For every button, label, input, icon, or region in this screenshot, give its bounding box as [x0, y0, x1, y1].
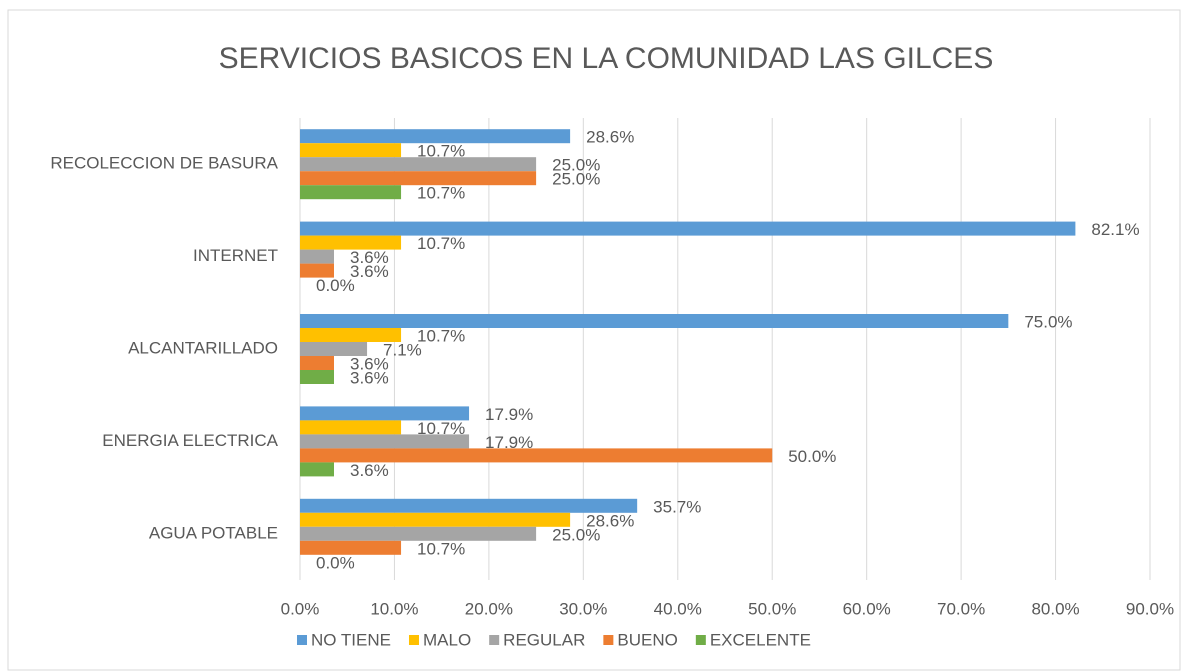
data-label: 3.6%	[350, 354, 389, 373]
data-label: 10.7%	[417, 539, 465, 558]
data-label: 0.0%	[316, 553, 355, 572]
bar	[300, 434, 470, 449]
x-tick-label: 40.0%	[654, 599, 702, 618]
bar	[300, 370, 334, 384]
bar	[300, 356, 334, 370]
legend-swatch	[297, 635, 307, 645]
bar	[300, 512, 571, 527]
data-label: 75.0%	[1024, 312, 1072, 331]
bar	[300, 185, 402, 200]
data-label: 35.7%	[653, 497, 701, 516]
data-label: 28.6%	[586, 511, 634, 530]
legend-swatch	[603, 635, 614, 645]
legend-swatch	[695, 635, 706, 645]
x-tick-label: 0.0%	[281, 599, 320, 618]
data-label: 10.7%	[417, 184, 465, 203]
bar	[300, 540, 402, 555]
data-label: 25.0%	[552, 156, 600, 175]
data-label: 28.6%	[586, 128, 634, 147]
bar	[300, 171, 537, 186]
data-label: 10.7%	[417, 234, 465, 253]
bar	[300, 462, 334, 477]
data-label: 3.6%	[350, 248, 389, 267]
data-label: 17.9%	[485, 433, 533, 452]
bar	[300, 249, 334, 264]
data-label: 3.6%	[350, 262, 389, 281]
bar	[300, 526, 537, 541]
chart-title: SERVICIOS BASICOS EN LA COMUNIDAD LAS GI…	[219, 42, 994, 75]
bar	[300, 342, 368, 356]
data-label: 3.6%	[350, 368, 389, 387]
bar	[300, 221, 1076, 236]
data-label: 25.0%	[552, 170, 600, 189]
data-label: 0.0%	[316, 276, 355, 295]
bar	[300, 420, 402, 435]
bar	[300, 498, 638, 513]
x-tick-label: 20.0%	[465, 599, 513, 618]
data-label: 82.1%	[1091, 220, 1139, 239]
x-tick-label: 10.0%	[370, 599, 418, 618]
data-label: 3.6%	[350, 461, 389, 480]
bar	[300, 143, 402, 158]
legend-label: MALO	[423, 630, 471, 649]
bar	[300, 157, 537, 172]
legend-label: EXCELENTE	[710, 630, 811, 649]
legend-label: NO TIENE	[311, 630, 391, 649]
legend-swatch	[408, 635, 419, 645]
x-tick-label: 90.0%	[1126, 599, 1174, 618]
legend-swatch	[489, 635, 500, 645]
data-label: 50.0%	[788, 447, 836, 466]
data-label: 10.7%	[417, 142, 465, 161]
x-tick-label: 50.0%	[748, 599, 796, 618]
bar	[300, 129, 571, 144]
bar	[300, 314, 1009, 328]
data-label: 10.7%	[417, 419, 465, 438]
y-tick-label: AGUA POTABLE	[149, 523, 278, 542]
x-tick-label: 60.0%	[843, 599, 891, 618]
y-tick-label: ENERGIA ELECTRICA	[102, 431, 278, 450]
data-label: 10.7%	[417, 326, 465, 345]
data-label: 7.1%	[383, 340, 422, 359]
bar	[300, 235, 402, 250]
bar	[300, 263, 334, 278]
legend-label: BUENO	[617, 630, 677, 649]
y-tick-label: RECOLECCION DE BASURA	[50, 154, 278, 173]
y-tick-label: INTERNET	[193, 246, 278, 265]
x-tick-label: 30.0%	[559, 599, 607, 618]
legend-label: REGULAR	[503, 630, 585, 649]
data-label: 25.0%	[552, 525, 600, 544]
bar	[300, 328, 402, 342]
bar	[300, 406, 470, 421]
data-label: 17.9%	[485, 405, 533, 424]
x-tick-label: 80.0%	[1031, 599, 1079, 618]
y-tick-label: ALCANTARILLADO	[128, 338, 278, 357]
x-tick-label: 70.0%	[937, 599, 985, 618]
chart-border	[7, 9, 1181, 671]
bar	[300, 448, 773, 463]
